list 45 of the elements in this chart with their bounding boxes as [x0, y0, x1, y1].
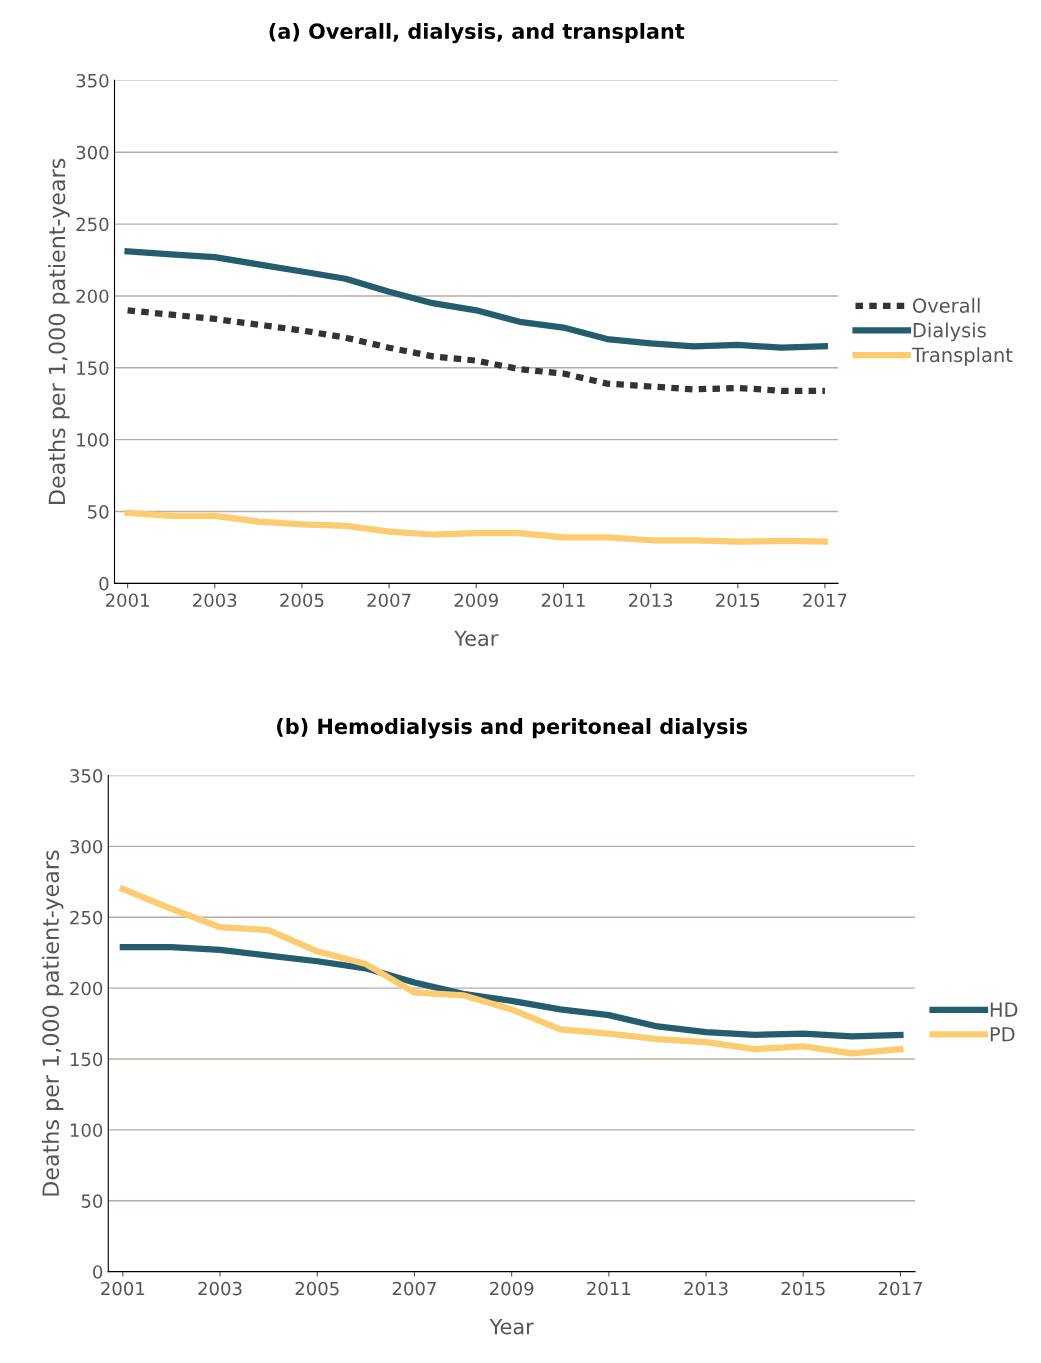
- x-tick-label: 2017: [803, 593, 847, 608]
- y-tick-label: 250: [70, 910, 103, 925]
- y-tick-label: 200: [70, 981, 103, 996]
- x-axis-title: Year: [454, 630, 499, 647]
- legend-label: Transplant: [911, 347, 1013, 366]
- x-tick-label: 2015: [716, 593, 760, 608]
- x-tick-label: 2005: [295, 1281, 339, 1296]
- y-tick-label: 100: [77, 433, 109, 447]
- y-axis-title: Deaths per 1,000 patient-years: [48, 158, 70, 504]
- chart-title: (b) Hemodialysis and peritoneal dialysis: [277, 718, 748, 739]
- x-tick-label: 2009: [454, 593, 498, 608]
- y-tick-label: 300: [76, 145, 109, 160]
- x-tick-label: 2013: [684, 1281, 728, 1296]
- chart-title: (a) Overall, dialysis, and transplant: [269, 22, 685, 44]
- y-tick-label: 0: [99, 576, 109, 591]
- x-axis-title: Year: [489, 1318, 534, 1335]
- y-axis-title: Deaths per 1,000 patient-years: [41, 850, 64, 1196]
- y-tick-label: 150: [70, 1052, 103, 1067]
- y-tick-label: 0: [93, 1265, 103, 1279]
- x-tick-label: 2011: [587, 1281, 631, 1296]
- x-tick-label: 2001: [101, 1281, 145, 1296]
- y-tick-label: 50: [81, 1194, 103, 1208]
- legend-label: Dialysis: [913, 322, 986, 342]
- x-tick-label: 2009: [490, 1281, 534, 1296]
- x-tick-label: 2011: [541, 593, 585, 608]
- legend-label: Overall: [912, 297, 980, 313]
- x-tick-label: 2015: [781, 1281, 825, 1296]
- y-tick-label: 350: [70, 769, 103, 783]
- x-tick-label: 2005: [280, 593, 324, 608]
- y-tick-label: 50: [88, 504, 109, 519]
- x-tick-label: 2003: [198, 1281, 242, 1296]
- y-tick-label: 100: [70, 1123, 103, 1138]
- y-tick-label: 300: [70, 839, 103, 854]
- y-tick-label: 250: [76, 217, 109, 232]
- legend-label: PD: [990, 1027, 1015, 1042]
- x-tick-label: 2013: [628, 593, 673, 608]
- y-tick-label: 200: [76, 289, 109, 304]
- x-tick-label: 2003: [193, 593, 237, 608]
- y-tick-label: 350: [76, 73, 109, 88]
- y-tick-label: 150: [77, 361, 109, 375]
- legend-label: HD: [990, 1002, 1018, 1017]
- x-tick-label: 2007: [367, 593, 411, 608]
- x-tick-label: 2007: [392, 1281, 436, 1296]
- x-tick-label: 2001: [105, 593, 149, 608]
- x-tick-label: 2017: [878, 1281, 922, 1296]
